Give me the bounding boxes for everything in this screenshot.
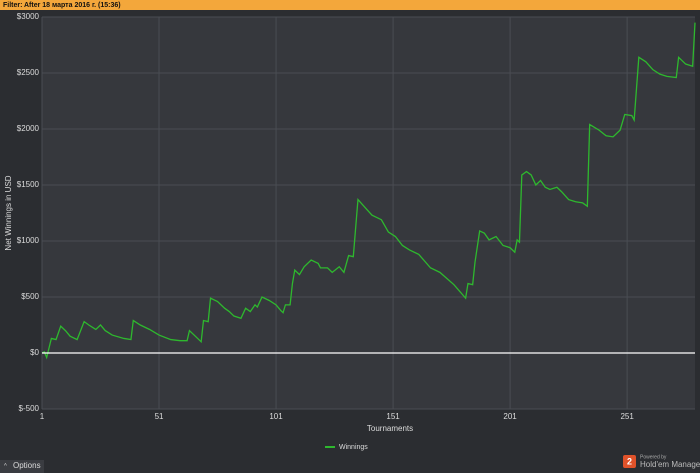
filter-label: Filter: <box>3 2 22 9</box>
y-tick-label: $2500 <box>17 68 40 77</box>
options-arrow: ^ <box>4 464 7 470</box>
y-tick-label: $0 <box>30 348 39 357</box>
plot-area <box>42 17 695 409</box>
x-tick-label: 201 <box>503 412 517 421</box>
x-tick-label: 101 <box>269 412 283 421</box>
x-tick-label: 251 <box>620 412 634 421</box>
y-axis-title: Net Winnings in USD <box>4 175 13 250</box>
options-label: Options <box>13 461 41 470</box>
x-axis-title: Tournaments <box>367 424 413 433</box>
legend: Winnings <box>325 444 368 451</box>
y-tick-label: $1000 <box>17 236 40 245</box>
y-tick-label: $-500 <box>19 404 40 413</box>
y-tick-label: $500 <box>21 292 39 301</box>
x-tick-label: 1 <box>40 412 45 421</box>
legend-label: Winnings <box>339 444 368 451</box>
x-tick-label: 151 <box>386 412 400 421</box>
y-tick-label: $3000 <box>17 12 40 21</box>
y-tick-label: $2000 <box>17 124 40 133</box>
options-button[interactable] <box>0 460 44 473</box>
y-tick-label: $1500 <box>17 180 40 189</box>
filter-bar <box>0 0 700 10</box>
filter-value: After 18 марта 2016 г. (15:36) <box>24 2 121 9</box>
logo-mark: 2 <box>627 456 632 466</box>
series-line <box>41 22 696 360</box>
logo-icon <box>623 455 636 468</box>
marks <box>41 22 696 360</box>
x-tick-label: 51 <box>155 412 164 421</box>
powered-by: Powered by <box>640 454 667 460</box>
brand: Hold'em Manager <box>640 460 700 469</box>
